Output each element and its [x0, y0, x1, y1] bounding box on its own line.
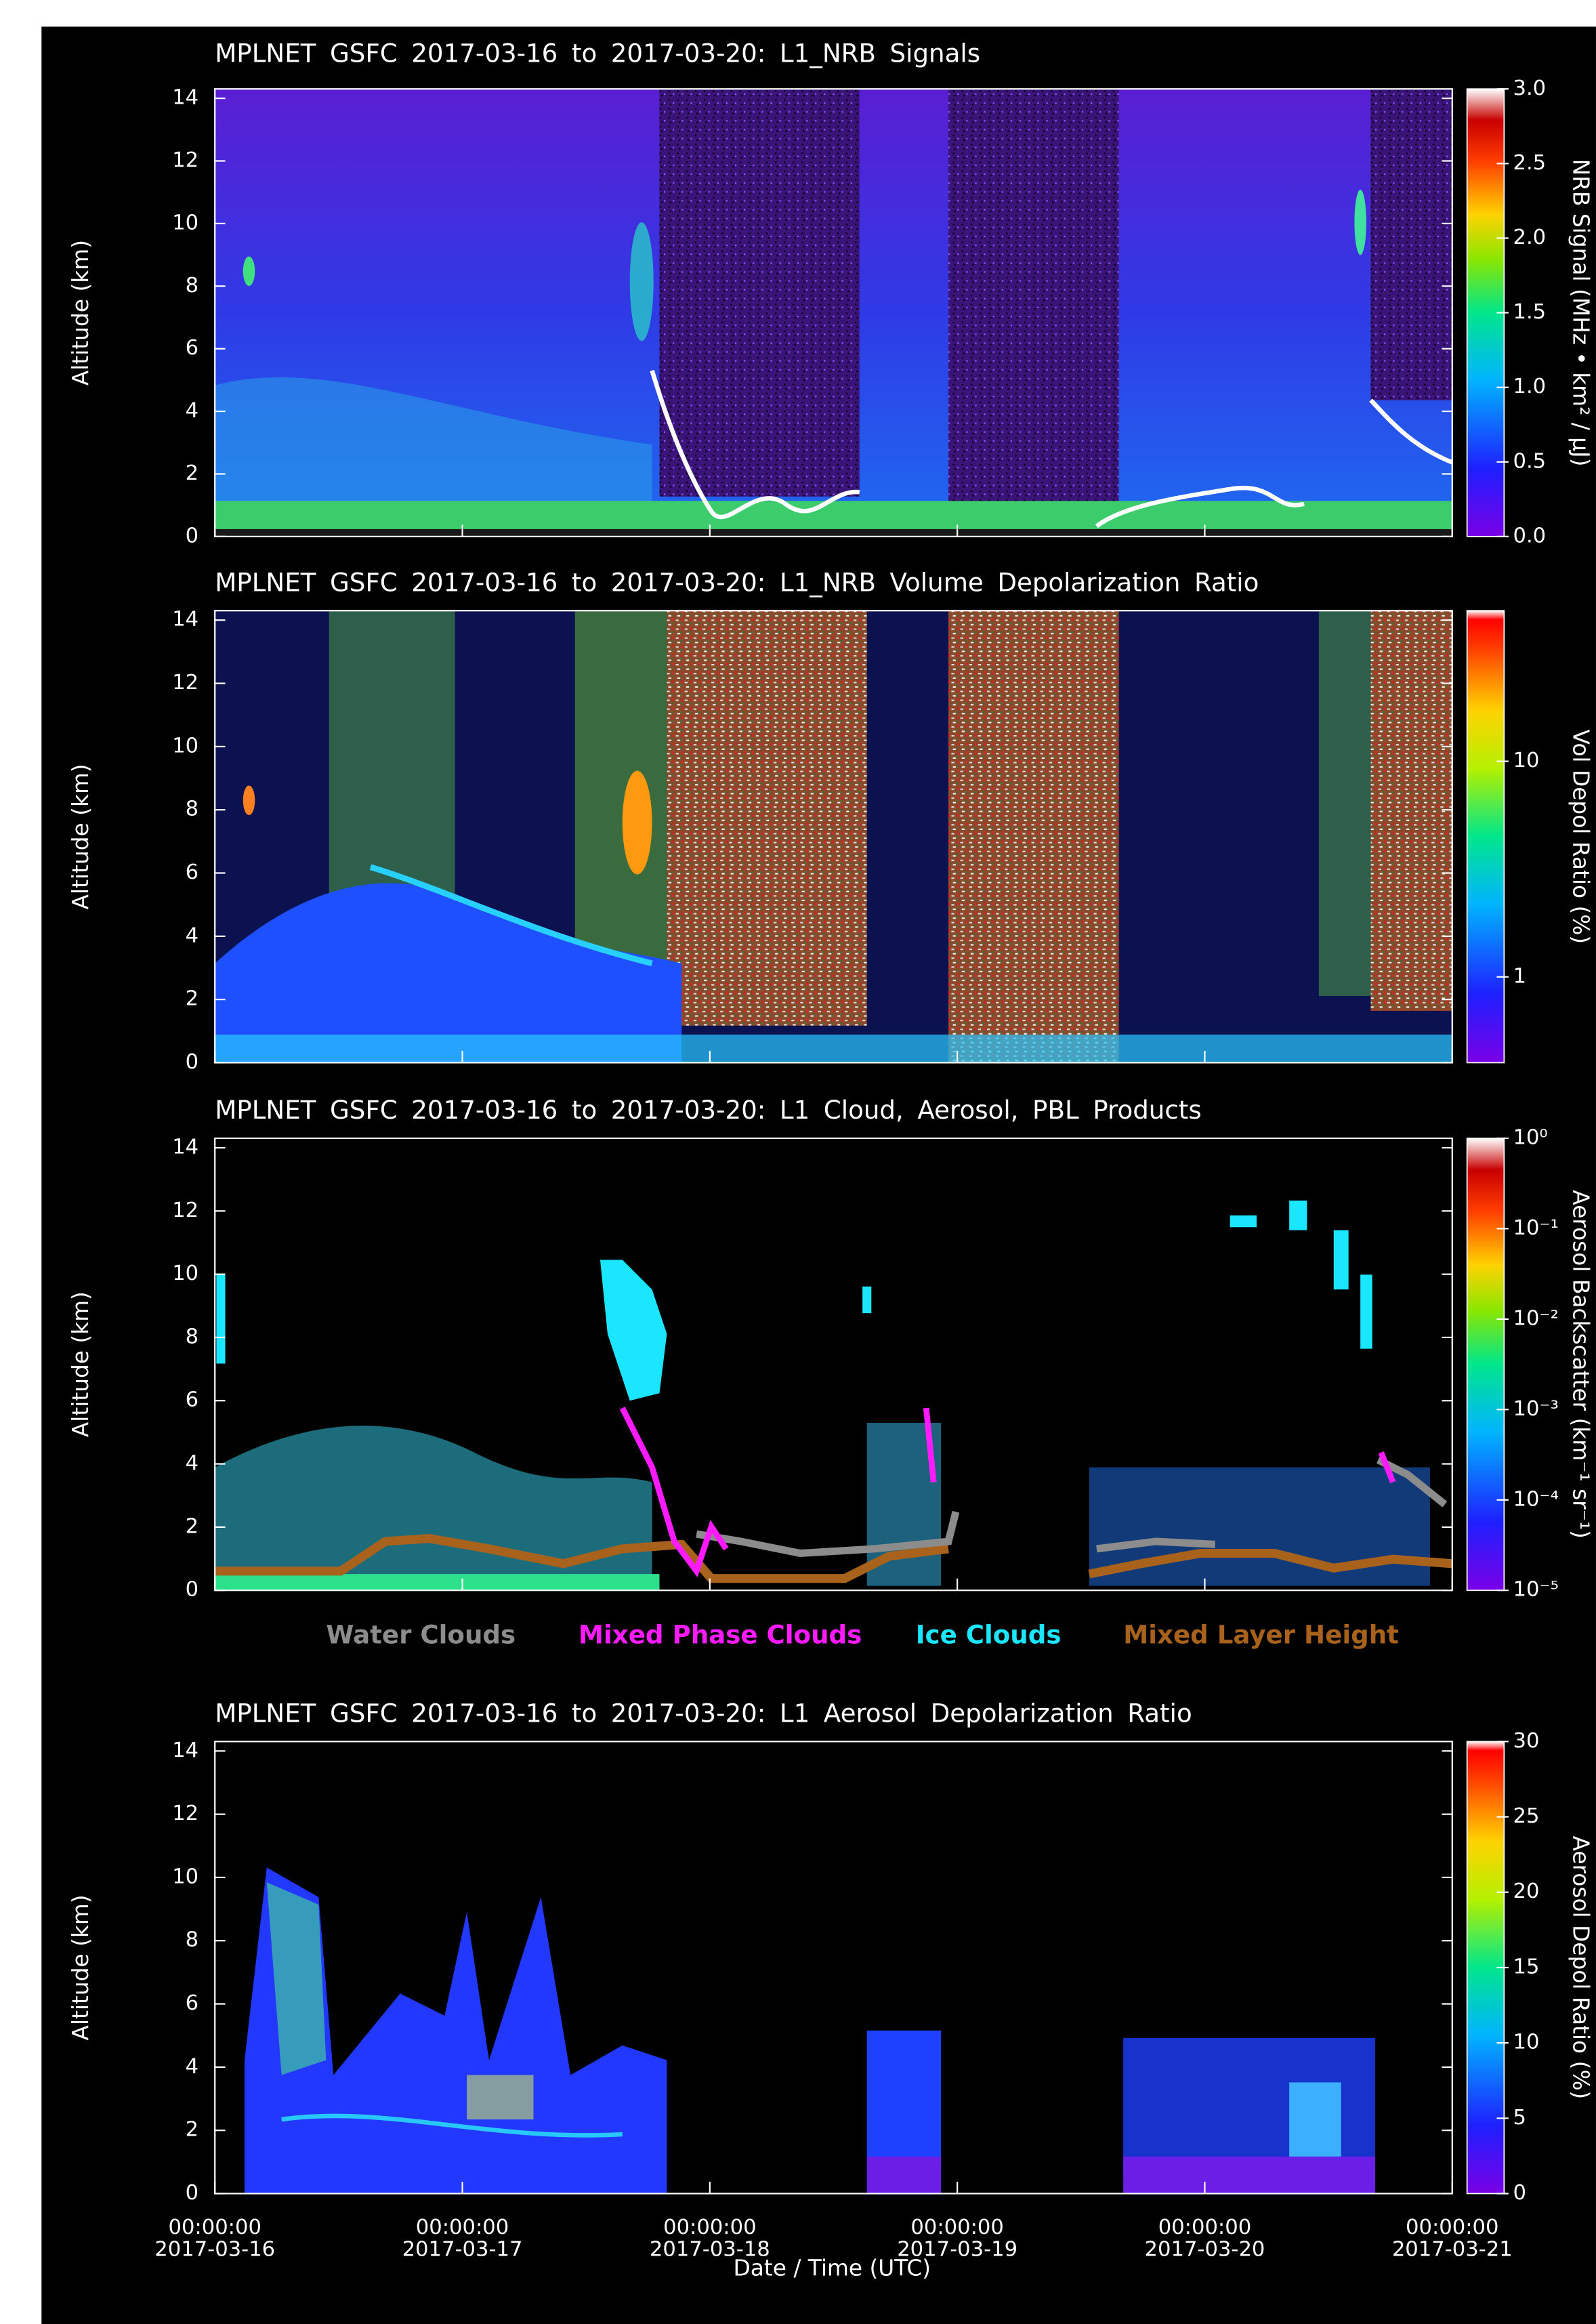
colorbar [1467, 610, 1505, 1062]
legend-entry: Mixed Layer Height [1123, 1620, 1399, 1650]
colorbar-label: Vol Depol Ratio (%) [1568, 729, 1593, 944]
y-axis-label: Altitude (km) [68, 240, 93, 386]
y-tick-label: 6 [186, 860, 198, 884]
legend-entry: Mixed Phase Clouds [579, 1620, 862, 1650]
y-tick-label: 10 [172, 1262, 198, 1285]
panel-title: MPLNET GSFC 2017-03-16 to 2017-03-20: L1… [215, 38, 980, 68]
y-tick-label: 8 [186, 274, 198, 297]
y-tick-label: 0 [186, 2181, 198, 2205]
colorbar-label: NRB Signal (MHz • km² / μJ) [1568, 159, 1593, 467]
y-tick-label: 2 [186, 1514, 198, 1538]
y-tick-label: 4 [186, 924, 198, 947]
y-tick-label: 12 [172, 1802, 198, 1825]
y-tick-label: 14 [172, 1739, 198, 1762]
y-tick-label: 6 [186, 1991, 198, 2015]
colorbar-tick-label: 3.0 [1513, 77, 1546, 100]
colorbar-tick-label: 10⁻¹ [1513, 1216, 1558, 1240]
colorbar-tick-label: 25 [1513, 1804, 1539, 1828]
colorbar-tick-label: 1 [1513, 964, 1526, 988]
colorbar-tick-label: 0 [1513, 2181, 1526, 2205]
y-axis-label: Altitude (km) [68, 1291, 93, 1437]
y-tick-label: 2 [186, 461, 198, 485]
colorbar-tick-label: 1.0 [1513, 375, 1546, 398]
depol-ratio-image [215, 610, 1452, 1062]
colorbar-tick-label: 5 [1513, 2106, 1526, 2130]
y-tick-label: 4 [186, 2054, 198, 2078]
y-tick-label: 14 [172, 1135, 198, 1159]
legend-entry: Water Clouds [326, 1620, 516, 1650]
y-tick-label: 14 [172, 608, 198, 631]
panel-title: MPLNET GSFC 2017-03-16 to 2017-03-20: L1… [215, 567, 1259, 597]
colorbar-tick-label: 10 [1513, 2031, 1539, 2054]
colorbar-tick-label: 10⁻⁴ [1513, 1487, 1558, 1511]
colorbar-label: Aerosol Depol Ratio (%) [1568, 1836, 1593, 2100]
aerosol-depol-image [215, 1741, 1452, 2193]
colorbar-tick-label: 2.0 [1513, 226, 1546, 249]
legend-entry: Ice Clouds [916, 1620, 1062, 1650]
nrb-signal-image [215, 89, 1452, 537]
panel-title: MPLNET GSFC 2017-03-16 to 2017-03-20: L1… [215, 1095, 1202, 1125]
panel-title: MPLNET GSFC 2017-03-16 to 2017-03-20: L1… [215, 1698, 1192, 1728]
y-tick-label: 0 [186, 1050, 198, 1074]
x-axis-label: Date / Time (UTC) [734, 2256, 931, 2281]
y-tick-label: 8 [186, 1928, 198, 1952]
colorbar-tick-label: 0.0 [1513, 524, 1546, 547]
y-tick-label: 12 [172, 671, 198, 694]
colorbar-tick-label: 10⁻³ [1513, 1397, 1558, 1421]
y-tick-label: 4 [186, 1451, 198, 1475]
y-tick-label: 0 [186, 524, 198, 547]
y-tick-label: 0 [186, 1578, 198, 1602]
y-tick-label: 8 [186, 797, 198, 821]
y-tick-label: 2 [186, 987, 198, 1011]
y-axis-label: Altitude (km) [68, 764, 93, 909]
colorbar-tick-label: 15 [1513, 1955, 1539, 1978]
colorbar-tick-label: 10 [1513, 749, 1539, 772]
y-tick-label: 8 [186, 1325, 198, 1348]
colorbar-tick-label: 30 [1513, 1729, 1539, 1753]
colorbar-tick-label: 1.5 [1513, 300, 1546, 324]
y-tick-label: 12 [172, 1199, 198, 1222]
colorbar-tick-label: 2.5 [1513, 151, 1546, 175]
figure: MPLNET GSFC 2017-03-16 to 2017-03-20: L1… [0, 0, 1596, 2324]
y-tick-label: 12 [172, 148, 198, 172]
colorbar-tick-label: 10⁻⁵ [1513, 1578, 1558, 1602]
y-axis-label: Altitude (km) [68, 1894, 93, 2040]
y-tick-label: 10 [172, 734, 198, 758]
y-tick-label: 14 [172, 86, 198, 110]
colorbar-tick-label: 0.5 [1513, 449, 1546, 473]
colorbar [1467, 1138, 1505, 1590]
colorbar-tick-label: 20 [1513, 1880, 1539, 1903]
y-tick-label: 10 [172, 1865, 198, 1888]
colorbar-tick-label: 10⁻² [1513, 1306, 1558, 1330]
colorbar-tick-label: 10⁰ [1513, 1126, 1547, 1150]
y-tick-label: 6 [186, 336, 198, 360]
y-tick-label: 4 [186, 399, 198, 423]
y-tick-label: 2 [186, 2118, 198, 2142]
products-image [215, 1138, 1452, 1590]
y-tick-label: 10 [172, 211, 198, 234]
y-tick-label: 6 [186, 1388, 198, 1412]
colorbar-label: Aerosol Backscatter (km⁻¹ sr⁻¹) [1568, 1190, 1593, 1539]
